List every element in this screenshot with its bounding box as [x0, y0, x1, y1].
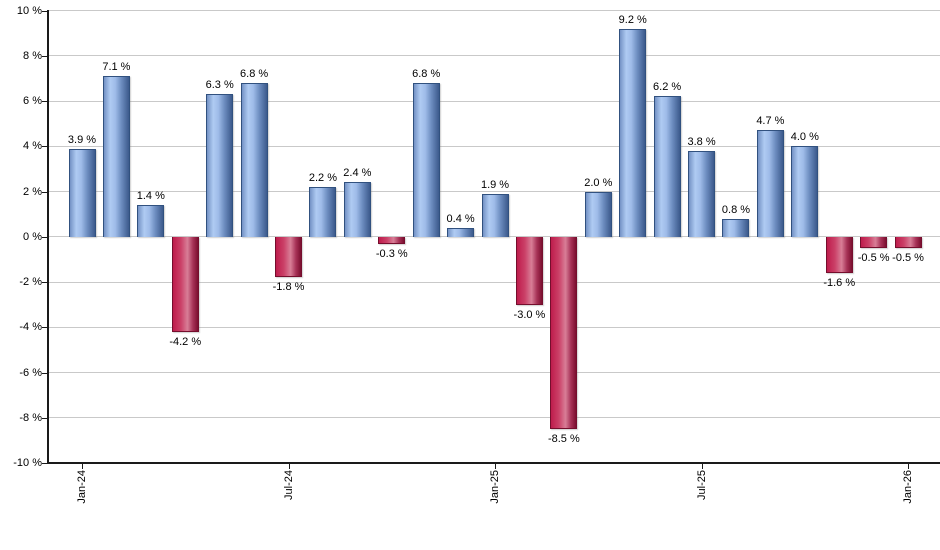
x-axis-tick	[495, 464, 497, 469]
bar-value-label: 2.2 %	[308, 171, 337, 184]
bar	[206, 94, 234, 237]
bar-value-label: 4.7 %	[756, 115, 785, 128]
bar-value-label: 3.9 %	[67, 133, 97, 146]
bar-value-label: 2.4 %	[343, 167, 372, 180]
y-axis-tick	[42, 236, 47, 238]
bar-value-label: 6.8 %	[412, 67, 441, 80]
bar-value-label: -3.0 %	[513, 308, 546, 321]
bar-value-label: -1.8 %	[272, 281, 305, 294]
bar	[309, 186, 337, 237]
bar	[722, 218, 750, 237]
y-axis-tick-label: 2 %	[23, 185, 42, 198]
bar	[791, 146, 819, 237]
x-axis-tick-label: Jan-25	[489, 470, 502, 504]
x-axis-tick	[701, 464, 703, 469]
y-axis-tick	[42, 417, 47, 419]
y-axis-tick-label: -2 %	[19, 276, 42, 288]
y-axis-tick	[42, 55, 47, 57]
gridline	[49, 145, 940, 147]
bar	[343, 182, 371, 237]
bar-value-label: 1.4 %	[136, 190, 165, 203]
bar	[860, 236, 888, 249]
y-axis-tick-label: 8 %	[23, 49, 42, 62]
bar	[653, 96, 681, 237]
y-axis-tick-label: -4 %	[19, 321, 42, 334]
bar	[102, 76, 130, 237]
bar	[137, 205, 165, 237]
gridline	[49, 326, 940, 328]
y-axis-tick	[42, 146, 47, 148]
bar	[584, 191, 612, 237]
bar-value-label: 1.9 %	[480, 178, 510, 191]
gridline	[49, 417, 940, 419]
bar	[68, 148, 96, 237]
y-axis-tick-label: -8 %	[19, 411, 42, 424]
bar-value-label: -8.5 %	[547, 433, 580, 446]
bar-value-label: -0.5 %	[857, 252, 890, 265]
gridline	[49, 100, 940, 102]
bar	[550, 236, 578, 430]
y-axis-tick-label: 0 %	[23, 230, 42, 243]
y-axis-line	[47, 10, 49, 464]
bar	[412, 82, 440, 237]
y-axis-tick	[42, 327, 47, 329]
bar-value-label: 0.4 %	[446, 212, 475, 225]
x-axis-tick	[82, 464, 83, 469]
bar	[481, 193, 509, 237]
bar-value-label: -1.6 %	[823, 276, 856, 289]
x-axis-tick-label: Jul-24	[282, 470, 295, 500]
bar-value-label: 3.8 %	[687, 135, 716, 148]
x-axis-line	[47, 462, 940, 464]
y-axis-tick-label: 4 %	[23, 140, 42, 153]
x-axis-tick-label: Jul-25	[695, 470, 708, 500]
y-axis-tick-label: 6 %	[23, 95, 42, 107]
gridline	[49, 236, 940, 238]
bar-value-label: 6.8 %	[240, 67, 269, 80]
gridline	[49, 55, 940, 57]
y-axis-tick	[42, 372, 47, 374]
x-axis-tick-label: Jan-24	[76, 470, 88, 504]
gridline	[49, 281, 940, 283]
bar-value-label: -0.5 %	[892, 252, 924, 265]
bar	[447, 227, 475, 237]
y-axis-tick	[42, 191, 47, 193]
bar-value-label: 4.0 %	[790, 131, 819, 144]
bar-value-label: -0.3 %	[375, 247, 408, 260]
bar	[515, 236, 543, 305]
y-axis-tick	[42, 282, 47, 283]
bar	[619, 28, 647, 237]
y-axis-tick	[42, 463, 47, 464]
x-axis-tick	[288, 464, 290, 469]
bar	[378, 236, 406, 244]
y-axis-tick-label: -6 %	[19, 366, 42, 379]
y-axis-tick-label: -10 %	[13, 457, 42, 469]
bar	[756, 130, 784, 237]
gridline	[49, 191, 940, 192]
bar	[688, 150, 716, 237]
y-axis-tick	[42, 101, 47, 102]
y-axis-tick-label: 10 %	[16, 4, 42, 17]
bar-value-label: 0.8 %	[721, 203, 751, 216]
gridline	[49, 10, 940, 11]
bar-value-label: -4.2 %	[169, 335, 202, 348]
gridline	[49, 372, 940, 373]
bar	[240, 82, 268, 237]
bar-value-label: 2.0 %	[584, 176, 613, 189]
bar-value-label: 7.1 %	[102, 61, 131, 74]
x-axis-tick-label: Jan-26	[902, 470, 915, 504]
bar-value-label: 6.2 %	[653, 81, 682, 94]
bar	[825, 236, 853, 273]
bar	[171, 236, 199, 332]
x-axis-tick	[908, 464, 910, 469]
bar-value-label: 6.3 %	[205, 79, 234, 92]
bar	[275, 236, 303, 278]
bar-value-label: 9.2 %	[618, 13, 647, 26]
bar	[894, 236, 922, 249]
y-axis-tick	[42, 10, 47, 12]
